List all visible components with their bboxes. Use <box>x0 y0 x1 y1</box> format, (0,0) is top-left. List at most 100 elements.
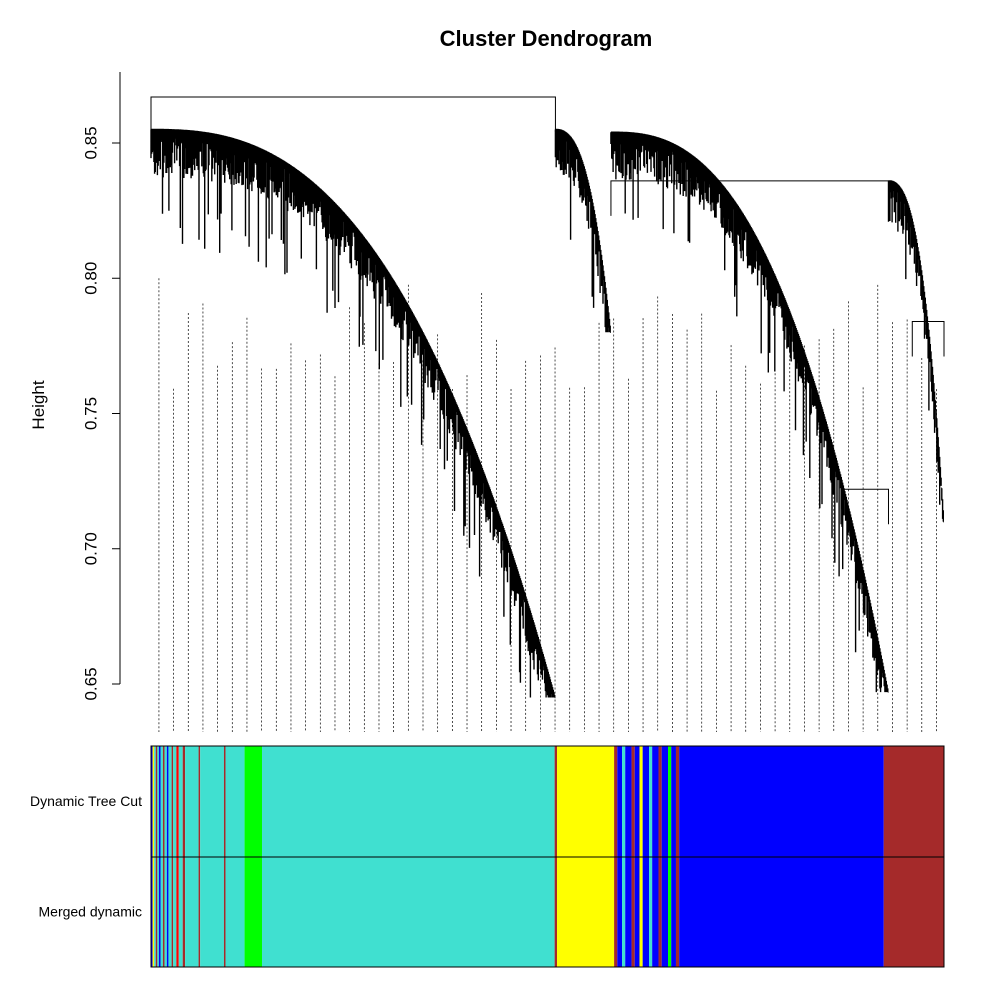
color-segment <box>642 746 650 857</box>
merge-link <box>150 96 556 133</box>
color-segment <box>155 857 158 967</box>
color-segment <box>617 746 623 857</box>
color-segment <box>671 746 676 857</box>
color-segment <box>652 746 659 857</box>
color-segment <box>171 857 174 967</box>
cluster-branch-turquoise <box>150 128 556 699</box>
color-segment <box>164 746 167 857</box>
color-segment <box>198 857 201 967</box>
color-row-label: Dynamic Tree Cut <box>30 793 142 809</box>
color-segment <box>151 746 153 857</box>
color-segment <box>157 746 159 857</box>
color-segment <box>634 746 640 857</box>
color-segment <box>262 746 555 857</box>
color-segment <box>162 746 165 857</box>
color-segment <box>639 857 643 967</box>
color-segment <box>625 857 632 967</box>
color-segment <box>151 857 153 967</box>
cluster-branch-brown <box>887 180 944 523</box>
color-segment <box>223 857 226 967</box>
color-segment <box>625 746 632 857</box>
color-segment <box>168 857 172 967</box>
color-segment <box>658 857 662 967</box>
y-tick-label: 0.70 <box>81 532 100 565</box>
color-segment <box>649 857 653 967</box>
color-segment <box>158 746 161 857</box>
color-segment <box>168 746 172 857</box>
color-segment <box>614 857 618 967</box>
color-segment <box>649 746 653 857</box>
color-segment <box>622 746 626 857</box>
color-segment <box>614 746 618 857</box>
color-segment <box>675 746 680 857</box>
color-segment <box>198 746 201 857</box>
color-segment <box>883 746 944 857</box>
merge-link <box>840 488 889 525</box>
color-segment <box>178 857 183 967</box>
color-segment <box>679 746 884 857</box>
color-segment <box>661 746 669 857</box>
color-segment <box>554 746 558 857</box>
color-segment <box>185 857 199 967</box>
color-segment <box>160 746 163 857</box>
color-segment <box>639 746 643 857</box>
y-axis-label: Height <box>29 380 48 429</box>
color-segment <box>634 857 640 967</box>
color-segment <box>164 857 167 967</box>
color-segment <box>162 857 165 967</box>
color-segment <box>225 746 245 857</box>
color-segment <box>223 746 226 857</box>
color-segment <box>178 746 183 857</box>
color-segment <box>166 746 169 857</box>
color-segment <box>554 857 558 967</box>
color-segment <box>171 746 174 857</box>
color-segment <box>154 746 156 857</box>
color-segment <box>160 857 163 967</box>
branch-cascade <box>887 180 944 523</box>
color-segment <box>671 857 676 967</box>
color-segment <box>617 857 623 967</box>
y-tick-label: 0.85 <box>81 126 100 159</box>
color-segment <box>557 746 615 857</box>
color-segment <box>166 857 169 967</box>
y-tick-label: 0.65 <box>81 667 100 700</box>
color-segment <box>182 746 186 857</box>
branch-cascade <box>610 131 889 693</box>
y-tick-label: 0.75 <box>81 397 100 430</box>
color-segment <box>661 857 669 967</box>
color-segment <box>200 857 224 967</box>
color-segment <box>200 746 224 857</box>
color-segment <box>173 857 177 967</box>
cluster-branch-blue <box>610 131 889 693</box>
merge-link <box>911 321 945 357</box>
color-segment <box>185 746 199 857</box>
color-segment <box>262 857 555 967</box>
chart-title: Cluster Dendrogram <box>440 26 653 51</box>
color-segment <box>155 746 158 857</box>
cluster-branch-yellow <box>554 128 611 333</box>
color-segment <box>157 857 159 967</box>
color-segment <box>173 746 177 857</box>
color-segment <box>244 857 263 967</box>
color-segment <box>152 857 155 967</box>
color-segment <box>152 746 155 857</box>
branch-cascade <box>150 128 556 699</box>
color-segment <box>154 857 156 967</box>
color-segment <box>244 746 263 857</box>
color-segment <box>883 857 944 967</box>
color-row-0: Dynamic Tree Cut <box>30 746 944 857</box>
dendrogram-tree <box>150 96 945 732</box>
color-segment <box>557 857 615 967</box>
color-segment <box>658 746 662 857</box>
color-segment <box>158 857 161 967</box>
y-tick-label: 0.80 <box>81 262 100 295</box>
color-segment <box>176 857 179 967</box>
color-row-1: Merged dynamic <box>39 857 944 967</box>
merge-link <box>610 180 889 216</box>
module-color-rows: Dynamic Tree Cut Merged dynamic <box>30 745 945 968</box>
color-segment <box>622 857 626 967</box>
color-segment <box>675 857 680 967</box>
color-segment <box>668 857 672 967</box>
branch-cascade <box>554 128 611 333</box>
